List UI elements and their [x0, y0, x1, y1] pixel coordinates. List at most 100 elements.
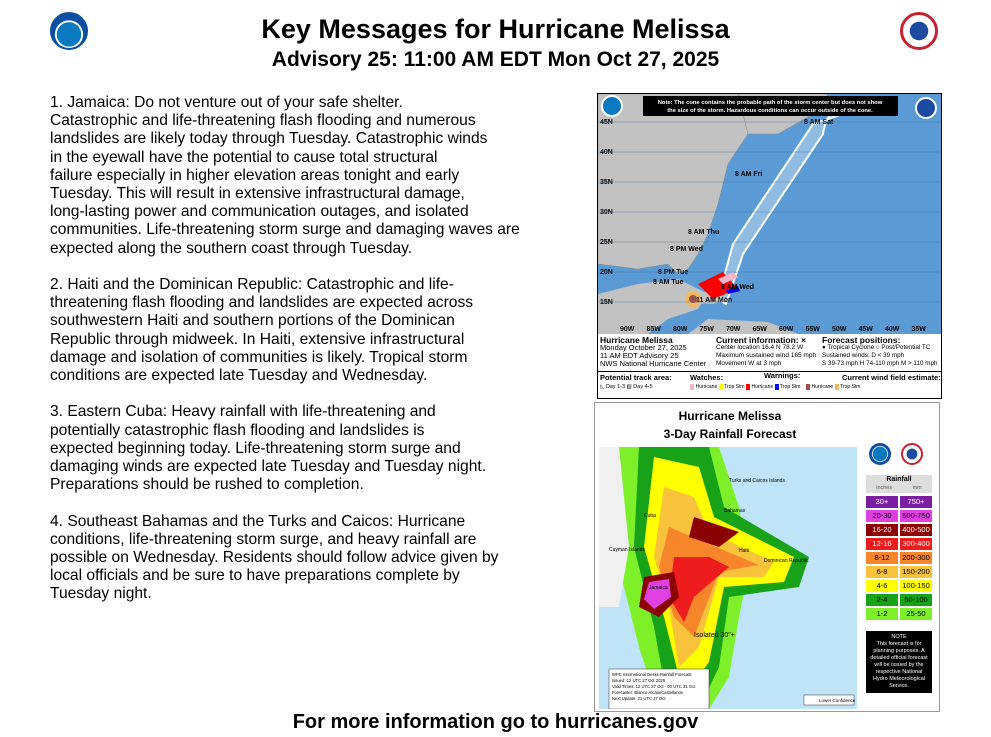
lon-label: 35W	[912, 326, 927, 333]
lower-confidence-label: Lower Confidence	[819, 698, 856, 703]
current-info-title: Current information: ×	[716, 335, 806, 345]
lon-label: 85W	[647, 326, 662, 333]
rain-legend-row: 6-8 150-200	[866, 566, 932, 578]
land	[599, 447, 629, 607]
rain-bin-in: 8-12	[866, 552, 898, 564]
south-america-land	[688, 319, 798, 334]
rain-legend-row: 30+ 750+	[866, 496, 932, 508]
nws-logo	[915, 97, 937, 119]
message-line: 1. Jamaica: Do not venture out of your s…	[50, 94, 403, 111]
rain-12-16	[669, 557, 729, 622]
rain-legend-row: 16-20 400-500	[866, 524, 932, 536]
rain-info: Next Update: 21 UTC 27 Oct	[612, 696, 666, 701]
message-line: conditions, life-threatening storm surge…	[50, 530, 477, 548]
rain-legend-row: 20-30 500-750	[866, 510, 932, 522]
lat-label: 20N	[600, 269, 613, 276]
rain-legend-row: 12-16 300-400	[866, 538, 932, 550]
lon-label: 40W	[885, 326, 900, 333]
message-line: in the eyewall have the potential to cau…	[50, 148, 438, 166]
windfield-title: Current wind field estimate:	[842, 373, 941, 382]
rain-info: Valid Times: 12 UTC 27 Oct - 00 UTC 31 O…	[612, 684, 696, 689]
lat-label: 15N	[600, 299, 613, 306]
key-message-4: 4. Southeast Bahamas and the Turks and C…	[50, 513, 570, 604]
rain-legend-row: 1-2 25-50	[866, 608, 932, 620]
message-line: local officials and be sure to have prep…	[50, 567, 460, 585]
message-line: potentially catastrophic flash flooding …	[50, 421, 425, 439]
rain-bin-mm: 100-150	[900, 580, 932, 592]
footer-link-text: For more information go to hurricanes.go…	[292, 711, 699, 733]
rain-info: Forecaster: Blanco-Alcala/Castellanos	[612, 690, 683, 695]
place-label: Cayman Islands	[609, 547, 645, 553]
rain-bin-mm: 150-200	[900, 566, 932, 578]
message-line: threatening flash flooding and landslide…	[50, 294, 474, 312]
pos-label: 8 PM Wed	[670, 246, 703, 253]
pos-label: 8 AM Wed	[721, 284, 754, 291]
rain-16-20	[689, 517, 739, 547]
message-line: 2. Haiti and the Dominican Republic: Cat…	[50, 276, 454, 294]
key-message-1: 1. Jamaica: Do not venture out of your s…	[50, 94, 570, 258]
rain-bin-mm: 50-100	[900, 594, 932, 606]
lon-label: 75W	[700, 326, 715, 333]
rain-subtitle: 3-Day Rainfall Forecast	[663, 427, 797, 441]
nws-logo	[900, 12, 938, 50]
place-label: Jamaica	[649, 585, 668, 591]
rain-legend-row: 2-4 50-100	[866, 594, 932, 606]
lat-label: 25N	[600, 239, 613, 246]
mexico-land	[598, 279, 708, 334]
info-advisory: 11 AM EDT Advisory 25	[600, 351, 679, 360]
lat-label: 40N	[600, 149, 613, 156]
info-center: NWS National Hurricane Center	[600, 359, 707, 368]
forecast-title: Forecast positions:	[822, 335, 901, 345]
info-wind: Maximum sustained wind 165 mph	[716, 352, 817, 359]
lon-label: 50W	[832, 326, 847, 333]
rain-20-30	[644, 579, 671, 609]
message-line: Tuesday. This will result in extensive i…	[50, 185, 465, 203]
key-message-3: 3. Eastern Cuba: Heavy rainfall with lif…	[50, 403, 570, 494]
rain-bin-mm: 750+	[900, 496, 932, 508]
forecast-sustained: Sustained winds: D < 39 mph	[822, 352, 905, 359]
key-message-2: 2. Haiti and the Dominican Republic: Cat…	[50, 276, 570, 385]
message-line: possible on Wednesday. Residents should …	[50, 549, 499, 567]
cone-map: 8 AM Sat 8 AM Fri 8 AM Thu 8 PM Wed 8 PM…	[598, 94, 941, 334]
rain-bin-mm: 500-750	[900, 510, 932, 522]
message-line: 4. Southeast Bahamas and the Turks and C…	[50, 512, 466, 530]
watches-title: Watches:	[690, 373, 724, 382]
noaa-logo	[601, 95, 623, 117]
message-line: long-lasting power and communication out…	[50, 203, 469, 221]
rain-title: Hurricane Melissa	[678, 409, 782, 423]
pos-label: 8 AM Tue	[653, 279, 683, 286]
rain-bin-in: 4-6	[866, 580, 898, 592]
pos-label: 8 AM Sat	[804, 119, 834, 126]
note-box	[643, 96, 898, 116]
message-line: Catastrophic and life-threatening flash …	[50, 112, 476, 130]
place-label: Cuba	[644, 513, 656, 519]
place-label: Bahamas	[724, 508, 746, 514]
info-location: Center location 16.4 N 78.2 W	[716, 344, 804, 351]
day13-legend: ◺ Day 1-3 ▨ Day 4-5	[600, 384, 653, 390]
lon-label: 65W	[753, 326, 768, 333]
rain-legend-row: 8-12 200-300	[866, 552, 932, 564]
hurricane-wind-field	[689, 295, 697, 303]
rain-info: WPC International Desks Rainfall Forecas…	[612, 672, 692, 677]
info-movement: Movement W at 3 mph	[716, 360, 782, 367]
rain-bin-in: 1-2	[866, 608, 898, 620]
lon-label: 70W	[726, 326, 741, 333]
noaa-logo	[869, 443, 891, 465]
rain-bin-in: 6-8	[866, 566, 898, 578]
message-line: damaging winds are expected late Tuesday…	[50, 458, 487, 476]
page-title: Key Messages for Hurricane Melissa	[261, 14, 730, 44]
rain-bin-mm: 400-500	[900, 524, 932, 536]
message-line: expected along the southern coast throug…	[50, 239, 413, 257]
lat-label: 35N	[600, 179, 613, 186]
ts-warning-area	[726, 286, 740, 294]
rain-bin-mm: 25-50	[900, 608, 932, 620]
place-label: Haiti	[739, 548, 749, 554]
rain-note: NOTE This forecast is for planning purpo…	[866, 631, 932, 693]
cone-note: Note: The cone contains the probable pat…	[658, 100, 883, 106]
message-line: damage and isolation of communities is l…	[50, 348, 468, 366]
message-line: Republic through midweek. In Haiti, exte…	[50, 330, 465, 348]
rainfall-graphic: Hurricane Melissa 3-Day Rainfall Forecas…	[594, 402, 940, 712]
message-line: landslides are likely today through Tues…	[50, 130, 488, 148]
message-line: expected beginning today. Life-threateni…	[50, 439, 461, 457]
lat-label: 45N	[600, 119, 613, 126]
